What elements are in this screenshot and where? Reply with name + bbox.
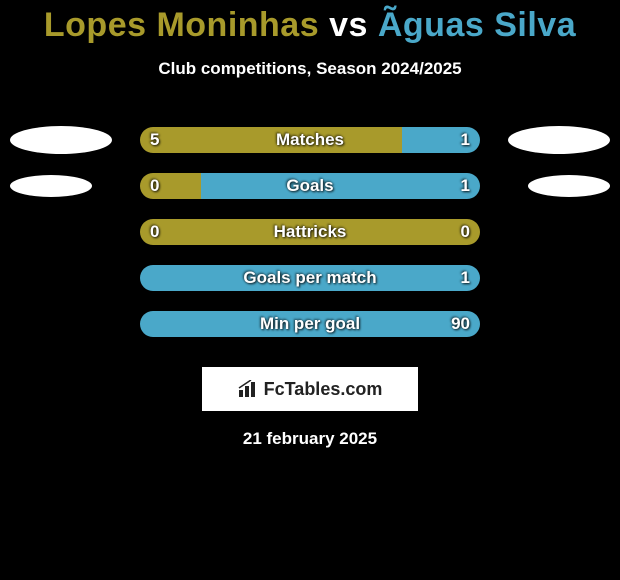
value-left: 0 [150,222,159,242]
value-right: 1 [461,268,470,288]
metric-label: Goals [286,176,333,196]
logo-box: FcTables.com [202,367,418,411]
value-right: 1 [461,130,470,150]
player-b-name: Ãguas Silva [378,6,576,44]
date-label: 21 february 2025 [0,429,620,449]
vs-separator: vs [329,6,368,44]
marker-left [10,175,92,197]
value-right: 0 [461,222,470,242]
marker-right [508,126,610,154]
logo-text: FcTables.com [264,379,383,400]
marker-right [528,175,610,197]
comparison-infographic: Lopes Moninhas vs Ãguas Silva Club compe… [0,0,620,580]
value-right: 90 [451,314,470,334]
value-right: 1 [461,176,470,196]
stat-row: 0 0 Hattricks [0,209,620,255]
player-a-name: Lopes Moninhas [44,6,319,44]
metric-label: Min per goal [260,314,360,334]
bar-chart-icon [238,380,260,398]
metric-label: Hattricks [274,222,347,242]
page-title: Lopes Moninhas vs Ãguas Silva [0,0,620,45]
bar-left [140,127,402,153]
metric-label: Matches [276,130,344,150]
comparison-chart: 5 1 Matches 0 1 Goals 0 0 Hattricks 1 Goals per ma… [0,117,620,347]
stat-row: 0 1 Goals [0,163,620,209]
logo: FcTables.com [238,379,383,400]
stat-row: 5 1 Matches [0,117,620,163]
subtitle: Club competitions, Season 2024/2025 [0,59,620,79]
stat-row: 90 Min per goal [0,301,620,347]
marker-left [10,126,112,154]
metric-label: Goals per match [243,268,376,288]
value-left: 0 [150,176,159,196]
value-left: 5 [150,130,159,150]
bar-right [201,173,480,199]
stat-row: 1 Goals per match [0,255,620,301]
